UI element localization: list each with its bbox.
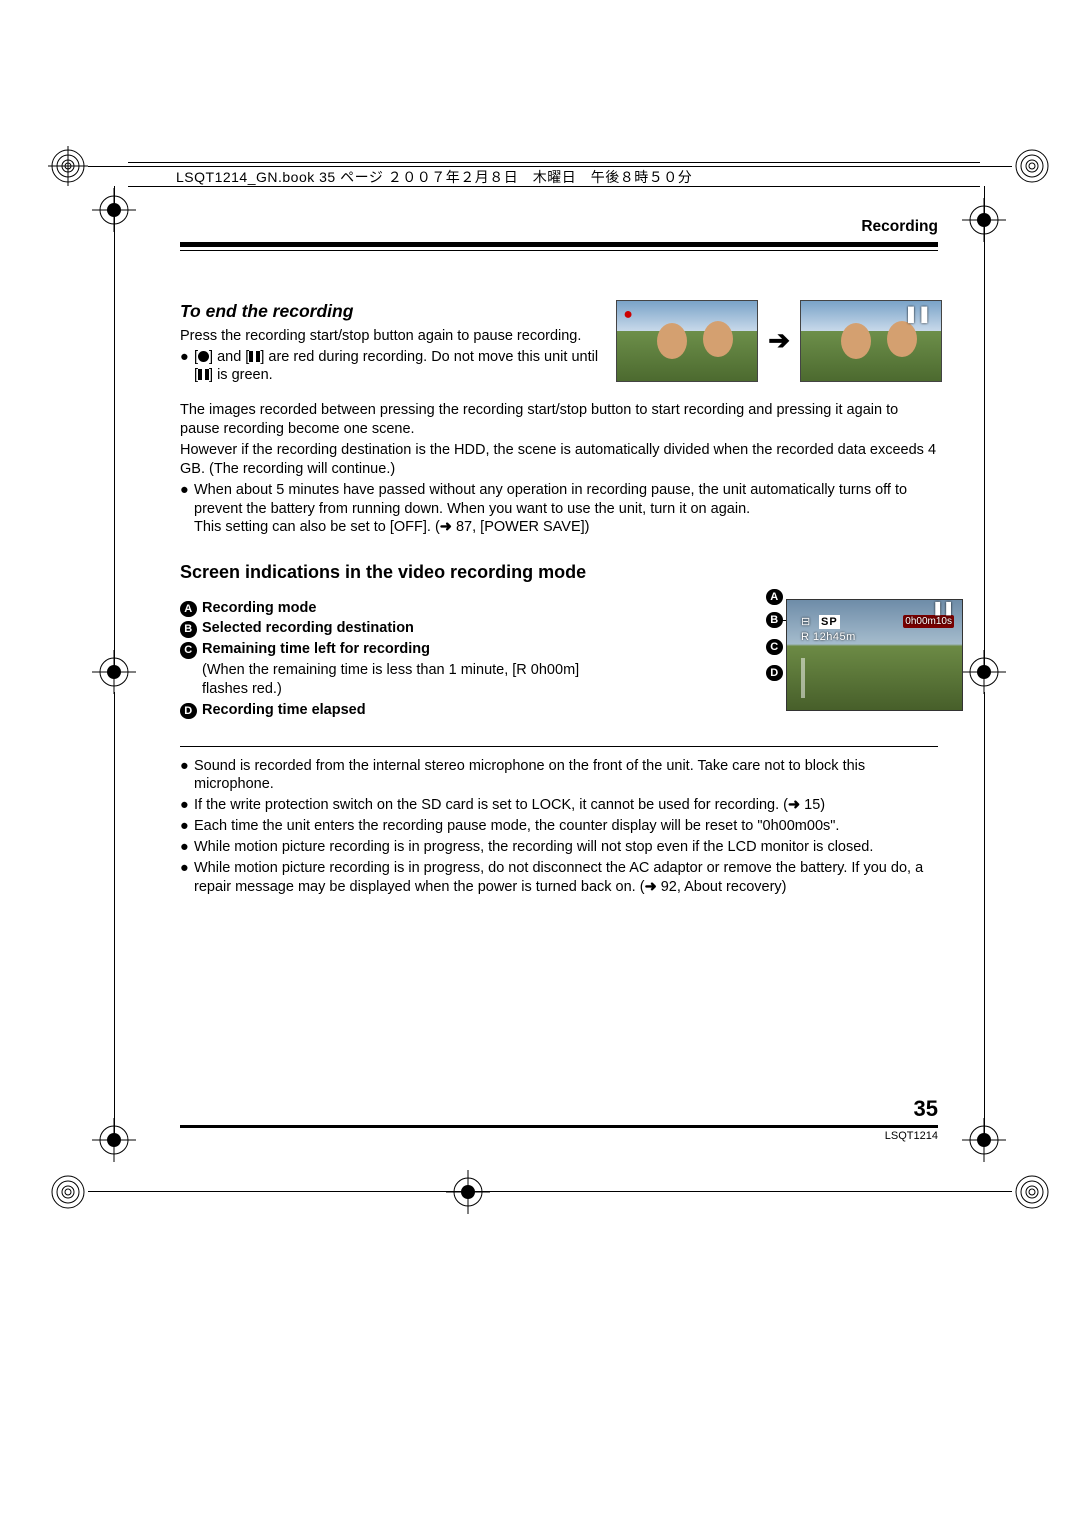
thumb-paused: ❚❚	[800, 300, 942, 382]
indicator-row: D Recording time elapsed	[180, 701, 610, 720]
indicator-list-text: A Recording mode B Selected recording de…	[180, 599, 610, 720]
page-number: 35	[914, 1096, 938, 1122]
link-arrow-icon: ➜	[645, 879, 657, 895]
crop-mark-icon	[48, 1172, 88, 1212]
note-5: While motion picture recording is in pro…	[194, 859, 938, 897]
indicator-list: A Recording mode B Selected recording de…	[180, 599, 938, 720]
note-row: ● Sound is recorded from the internal st…	[180, 757, 938, 795]
bullet-icon: ●	[180, 838, 194, 857]
callout-d: D	[766, 665, 783, 682]
to-end-p1: Press the recording start/stop button ag…	[180, 327, 600, 346]
arrow-right-icon: ➔	[768, 324, 790, 358]
callout-a: A	[766, 589, 783, 606]
footer-rule	[180, 1125, 938, 1128]
bullet-icon: ●	[180, 348, 194, 386]
note-row: ● While motion picture recording is in p…	[180, 859, 938, 897]
bullet-icon: ●	[180, 817, 194, 836]
scene-p2: However if the recording destination is …	[180, 441, 938, 479]
crosshair-icon	[446, 1170, 490, 1214]
sp-badge: SP	[819, 615, 840, 629]
pause-overlay-icon: ❚❚	[904, 305, 931, 326]
indicator-b: Selected recording destination	[202, 619, 610, 638]
callout-b: B	[766, 612, 783, 629]
note-3: Each time the unit enters the recording …	[194, 817, 839, 836]
note-1: Sound is recorded from the internal ster…	[194, 757, 938, 795]
indicator-row: A Recording mode	[180, 599, 610, 618]
indicator-c-note: (When the remaining time is less than 1 …	[180, 661, 610, 699]
pause-overlay-icon: ❚❚	[932, 600, 954, 617]
scene-p1: The images recorded between pressing the…	[180, 401, 938, 439]
to-end-bullet-text: [] and [] are red during recording. Do n…	[194, 348, 600, 386]
header-rule	[128, 186, 980, 187]
thumb-recording: ●	[616, 300, 758, 382]
crop-rule	[88, 1191, 1012, 1192]
recording-thumbnails: ● ➔ ❚❚	[616, 300, 942, 382]
screen-indications-heading: Screen indications in the video recordin…	[180, 561, 938, 584]
record-icon	[198, 351, 209, 362]
page: LSQT1214_GN.book 35 ページ ２００７年２月８日 木曜日 午後…	[0, 0, 1080, 1528]
sample-screen: ⊟ SP 0h00m10s ❚❚ R 12h45m	[786, 599, 963, 711]
indicator-d: Recording time elapsed	[202, 701, 610, 720]
crop-rule	[114, 186, 115, 676]
crop-rule	[984, 186, 985, 676]
note-row: ● While motion picture recording is in p…	[180, 838, 938, 857]
note-row: ● If the write protection switch on the …	[180, 796, 938, 815]
section-rule-thick	[180, 242, 938, 247]
hdd-icon: ⊟	[801, 615, 810, 629]
elapsed-time: 0h00m10s	[903, 615, 954, 628]
crosshair-icon	[962, 650, 1006, 694]
pause-icon	[249, 351, 260, 362]
doc-code: LSQT1214	[885, 1130, 938, 1142]
crosshair-icon	[962, 1118, 1006, 1162]
link-arrow-icon: ➜	[788, 797, 800, 813]
section-label: Recording	[861, 218, 938, 236]
to-end-text: To end the recording Press the recording…	[180, 300, 600, 385]
autooff-text: When about 5 minutes have passed without…	[194, 481, 938, 538]
to-end-block: To end the recording Press the recording…	[180, 300, 938, 385]
section-rule-thin	[180, 250, 938, 251]
label-badge-d: D	[180, 703, 197, 720]
header-rule	[128, 162, 980, 163]
crop-mark-icon	[1012, 1172, 1052, 1212]
label-badge-b: B	[180, 621, 197, 638]
pause-icon	[198, 369, 209, 380]
indicator-row: C Remaining time left for recording	[180, 640, 610, 659]
record-dot-icon: ●	[623, 305, 633, 326]
callout-c: C	[766, 639, 783, 656]
to-end-heading: To end the recording	[180, 300, 600, 323]
crop-rule	[984, 692, 985, 1140]
bullet-icon: ●	[180, 481, 194, 538]
crop-rule	[114, 692, 115, 1140]
to-end-bullet: ● [] and [] are red during recording. Do…	[180, 348, 600, 386]
crosshair-icon	[92, 1118, 136, 1162]
crosshair-icon	[92, 650, 136, 694]
crop-mark-icon	[48, 146, 88, 186]
remaining-time: R 12h45m	[801, 630, 856, 644]
bullet-icon: ●	[180, 859, 194, 897]
divider	[180, 746, 938, 747]
indicator-a: Recording mode	[202, 599, 610, 618]
content: To end the recording Press the recording…	[180, 300, 938, 899]
note-4: While motion picture recording is in pro…	[194, 838, 873, 857]
crop-mark-icon	[1012, 146, 1052, 186]
note-2: If the write protection switch on the SD…	[194, 796, 825, 815]
screen-sample: A B C D ⊟ SP 0h00m10s ❚❚ R 12h45m	[762, 599, 942, 711]
bullet-icon: ●	[180, 796, 194, 815]
battery-bar-icon	[801, 658, 805, 698]
note-row: ● Each time the unit enters the recordin…	[180, 817, 938, 836]
autooff-bullet: ● When about 5 minutes have passed witho…	[180, 481, 938, 538]
indicator-c: Remaining time left for recording	[202, 640, 610, 659]
label-badge-a: A	[180, 601, 197, 618]
indicator-row: B Selected recording destination	[180, 619, 610, 638]
running-header: LSQT1214_GN.book 35 ページ ２００７年２月８日 木曜日 午後…	[176, 167, 692, 187]
bullet-icon: ●	[180, 757, 194, 795]
label-badge-c: C	[180, 642, 197, 659]
link-arrow-icon: ➜	[440, 519, 452, 535]
